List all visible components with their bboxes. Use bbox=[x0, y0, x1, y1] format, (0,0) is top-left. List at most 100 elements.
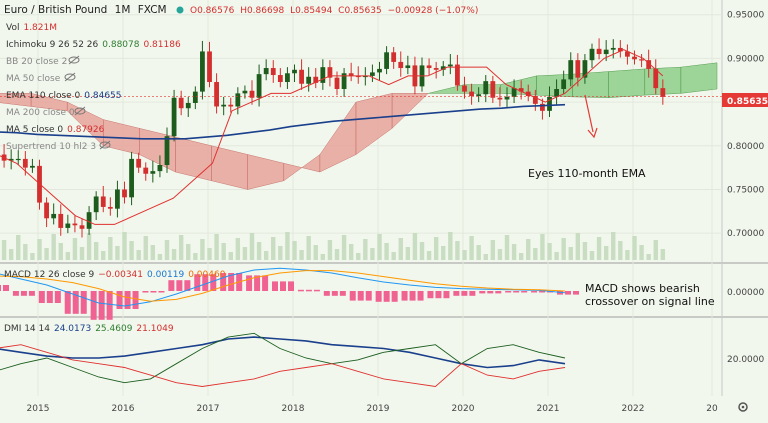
macd-histogram-bar bbox=[90, 291, 97, 320]
candle-body bbox=[129, 158, 134, 198]
volume-bar bbox=[504, 235, 510, 260]
volume-bar bbox=[469, 236, 474, 260]
legend-ma200[interactable]: MA 200 close 0 bbox=[6, 108, 75, 118]
macd-histogram-bar bbox=[80, 291, 87, 314]
candle-body bbox=[150, 171, 156, 174]
candle-body bbox=[476, 94, 482, 96]
macd-histogram-bar bbox=[331, 291, 338, 296]
indicator-legend: Vol 1.821M Ichimoku 9 26 52 26 0.88078 0.81… bbox=[4, 23, 226, 334]
candle-body bbox=[462, 85, 467, 92]
candle-body bbox=[504, 96, 510, 100]
time-axis: 2015 2016 2017 2018 2019 2020 2021 2022 20 bbox=[27, 404, 718, 414]
macd-histogram-bar bbox=[505, 291, 512, 293]
candle-body bbox=[30, 165, 35, 168]
volume-bar bbox=[589, 251, 595, 260]
candle-body bbox=[547, 96, 552, 111]
macd-histogram-bar bbox=[184, 280, 191, 291]
volume-bar bbox=[540, 234, 545, 260]
macd-histogram-bar bbox=[280, 281, 286, 291]
gear-icon[interactable] bbox=[738, 402, 748, 412]
candle-body bbox=[554, 89, 559, 97]
volume-bar bbox=[157, 254, 163, 260]
volume-bar bbox=[518, 253, 524, 260]
candle-body bbox=[497, 97, 503, 100]
volume-bar bbox=[596, 237, 602, 260]
volume-bar bbox=[603, 246, 609, 260]
candle-body bbox=[313, 76, 319, 83]
volume-bar bbox=[23, 244, 28, 260]
time-tick-label: 2019 bbox=[367, 404, 390, 414]
volume-bar bbox=[363, 239, 368, 260]
macd-line bbox=[0, 267, 566, 307]
macd-histogram-bar bbox=[150, 291, 157, 293]
volume-bar bbox=[419, 242, 425, 260]
legend-ma50[interactable]: MA 50 close bbox=[6, 74, 61, 84]
macd-histogram-bar bbox=[176, 280, 183, 291]
legend-macd[interactable]: MACD 12 26 close 9 −0.00341 0.00119 0.00460 bbox=[4, 270, 226, 280]
eye-slash-icon[interactable] bbox=[68, 55, 80, 65]
cloud-segment bbox=[680, 62, 718, 94]
macd-histogram-bar bbox=[3, 285, 9, 291]
volume-bar bbox=[511, 244, 517, 260]
price-tick-label: 0.80000 bbox=[727, 142, 764, 152]
candle-body bbox=[164, 136, 170, 166]
ema110-line bbox=[0, 103, 566, 140]
candle-body bbox=[136, 158, 142, 168]
candle-body bbox=[632, 56, 637, 60]
legend-dmi[interactable]: DMI 14 14 24.0173 25.4609 21.1049 bbox=[4, 324, 174, 334]
cloud-segment bbox=[391, 93, 429, 129]
eye-slash-icon[interactable] bbox=[74, 106, 86, 116]
candle-body bbox=[58, 213, 64, 228]
macd-histogram-bar bbox=[28, 291, 35, 296]
candle-body bbox=[270, 68, 276, 76]
candle-body bbox=[192, 91, 198, 103]
candle-body bbox=[575, 60, 581, 78]
volume-bar bbox=[1, 240, 7, 260]
ohlc-close: C0.85635 bbox=[338, 6, 382, 16]
exchange: FXCM bbox=[138, 4, 167, 16]
legend-ema110[interactable]: EMA 110 close 0 0.84655 bbox=[6, 91, 122, 101]
volume-bar bbox=[632, 236, 637, 260]
legend-ma5[interactable]: MA 5 close 0 0.87926 bbox=[6, 125, 105, 135]
legend-supertrend[interactable]: Supertrend 10 hl2 3 bbox=[6, 142, 96, 152]
price-lines bbox=[0, 49, 722, 225]
volume-bar bbox=[334, 249, 340, 260]
candle-body bbox=[292, 69, 297, 74]
volume-bar bbox=[93, 242, 99, 260]
price-axis: 0.950000.900000.850000.800000.750000.700… bbox=[727, 11, 764, 365]
eye-slash-icon[interactable] bbox=[99, 140, 111, 150]
candle-body bbox=[221, 104, 227, 107]
legend-bb[interactable]: BB 20 close 2 bbox=[6, 57, 67, 67]
volume-bar bbox=[143, 236, 148, 260]
volume-bar bbox=[412, 233, 418, 260]
legend-ichimoku[interactable]: Ichimoku 9 26 52 26 0.88078 0.81186 bbox=[6, 40, 181, 50]
macd-annotation-line2: crossover on signal line bbox=[585, 295, 715, 308]
volume-bar bbox=[30, 253, 35, 260]
time-tick-label: 2015 bbox=[27, 404, 50, 414]
last-price-tag bbox=[722, 93, 768, 107]
candle-body bbox=[490, 81, 496, 98]
volume-bar bbox=[108, 237, 113, 260]
volume-bars bbox=[1, 232, 666, 260]
macd-histogram-bar bbox=[531, 291, 538, 293]
volume-bar bbox=[207, 248, 212, 260]
volume-bar bbox=[214, 234, 219, 260]
ohlc-values: O0.86576 H0.86698 L0.85494 C0.85635 −0.0… bbox=[190, 6, 478, 16]
candle-body bbox=[277, 75, 283, 83]
volume-bar bbox=[242, 247, 248, 260]
last-price-value: 0.85635 bbox=[727, 97, 768, 107]
candle-body bbox=[86, 212, 92, 229]
arrow-head-icon bbox=[587, 127, 598, 139]
volume-bar bbox=[554, 252, 559, 260]
macd-histogram-bar bbox=[469, 291, 476, 296]
candle-body bbox=[327, 67, 333, 78]
legend-vol[interactable]: Vol 1.821M bbox=[6, 23, 57, 33]
eye-slash-icon[interactable] bbox=[64, 72, 76, 82]
candle-body bbox=[603, 49, 609, 55]
candle-body bbox=[348, 73, 354, 76]
candle-body bbox=[426, 65, 432, 69]
signal-line bbox=[0, 270, 566, 302]
volume-bar bbox=[391, 252, 396, 260]
macd-histogram-bar bbox=[288, 281, 294, 291]
candle-body bbox=[178, 97, 184, 109]
